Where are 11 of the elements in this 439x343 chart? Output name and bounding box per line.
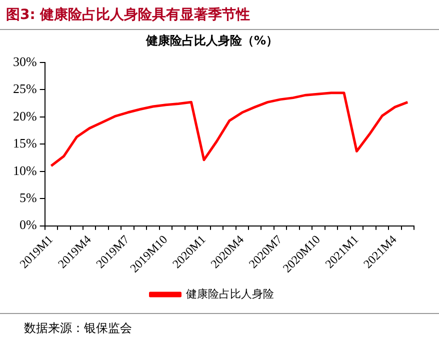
source-note: 数据来源：银保监会	[0, 313, 439, 337]
caption: 图3: 健康险占比人身险具有显著季节性	[0, 0, 439, 30]
y-tick-label: 25%	[12, 81, 37, 96]
y-tick-label: 5%	[19, 190, 37, 206]
y-tick-label: 0%	[19, 217, 37, 232]
chart-title: 健康险占比人身险（%）	[144, 33, 278, 48]
y-tick-label: 30%	[12, 54, 37, 69]
y-tick-label: 10%	[12, 162, 37, 178]
y-tick-label: 20%	[12, 108, 37, 124]
legend-label: 健康险占比人身险	[186, 287, 274, 300]
y-tick-label: 15%	[12, 136, 37, 151]
